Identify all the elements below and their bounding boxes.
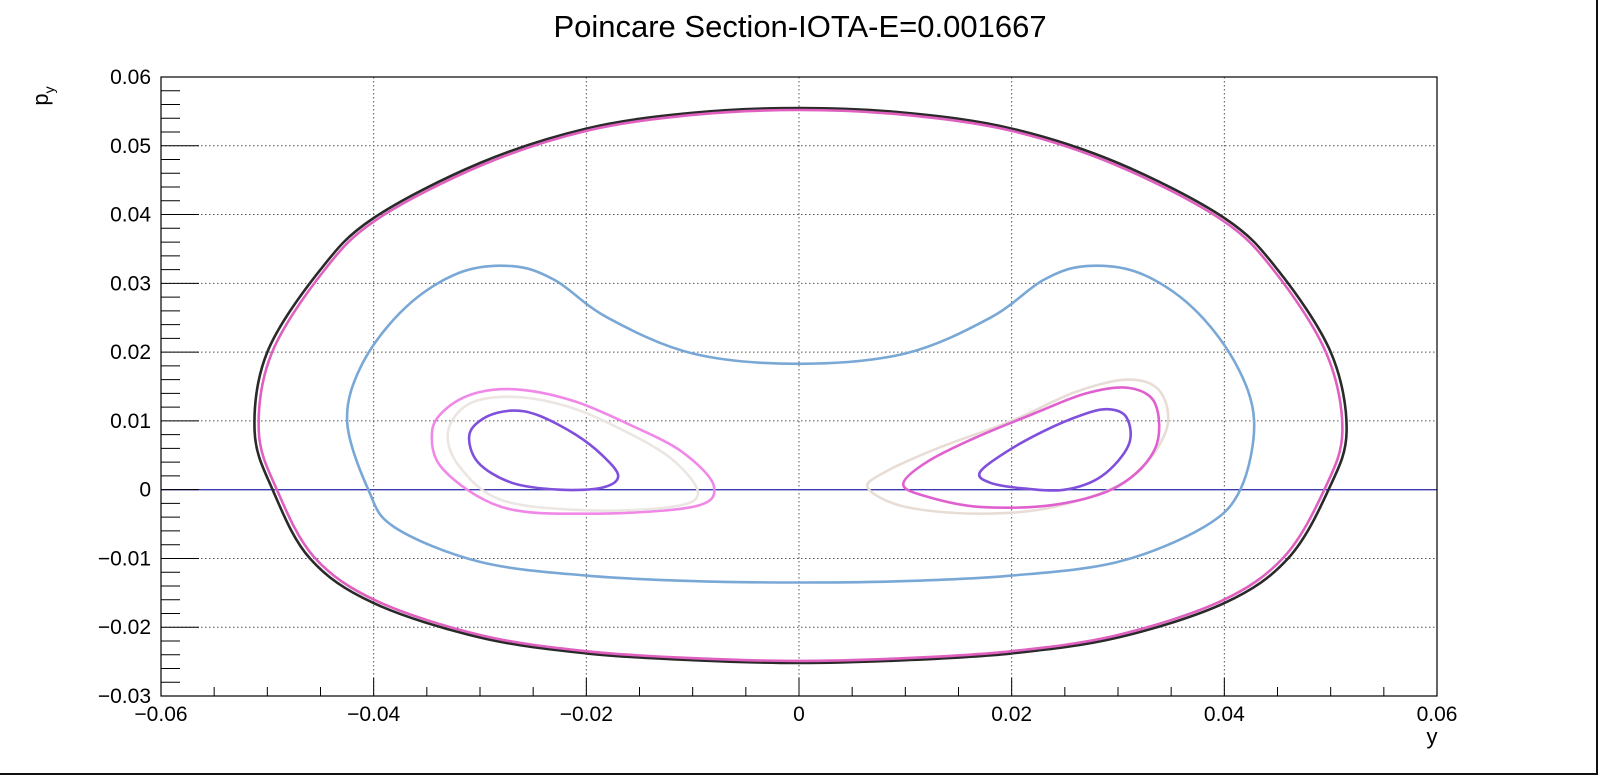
y-tick-label: 0.03: [110, 272, 151, 295]
y-tick-label: −0.03: [98, 685, 151, 708]
y-axis-label: py: [28, 86, 57, 105]
x-tick-label: −0.06: [134, 703, 187, 726]
series-layer: [253, 106, 1348, 665]
y-tick-label: −0.02: [98, 616, 151, 639]
x-axis-label: y: [1427, 724, 1438, 749]
y-tick-label: 0: [139, 479, 151, 502]
orbit-curve-5: [446, 395, 700, 512]
orbit-curve-7: [866, 378, 1170, 516]
y-tick-labels: −0.03 −0.02 −0.01 0 0.01 0.02 0.03 0.04 0.05 0.06: [98, 66, 151, 708]
orbit-curve-3: [345, 264, 1256, 584]
orbit-curve-4: [430, 387, 716, 516]
y-tick-label: 0.05: [110, 135, 151, 158]
x-tick-label: 0.04: [1204, 703, 1245, 726]
y-axis-label-sub: y: [41, 86, 57, 93]
y-tick-label: −0.01: [98, 547, 151, 570]
y-tick-label: 0.04: [110, 204, 151, 227]
plot-area-border: [160, 76, 1438, 697]
x-tick-label: 0: [793, 703, 805, 726]
y-tick-label: 0.01: [110, 410, 151, 433]
orbit-curve-9: [977, 407, 1132, 492]
x-tick-labels: −0.06 −0.04 −0.02 0 0.02 0.04 0.06: [134, 703, 1457, 726]
tick-marks: [160, 76, 1438, 697]
x-tick-label: 0.02: [991, 703, 1032, 726]
chart-title: Poincare Section-IOTA-E=0.001667: [553, 9, 1046, 44]
y-axis-label-main: p: [28, 93, 53, 105]
y-tick-label: 0.02: [110, 341, 151, 364]
x-tick-label: −0.04: [347, 703, 400, 726]
orbit-curve-1: [253, 106, 1348, 665]
orbit-curve-2: [257, 108, 1344, 663]
orbit-curve-6: [467, 409, 620, 492]
x-tick-label: −0.02: [560, 703, 613, 726]
orbit-curve-8: [901, 386, 1161, 509]
y-tick-label: 0.06: [110, 66, 151, 89]
x-tick-label: 0.06: [1417, 703, 1458, 726]
